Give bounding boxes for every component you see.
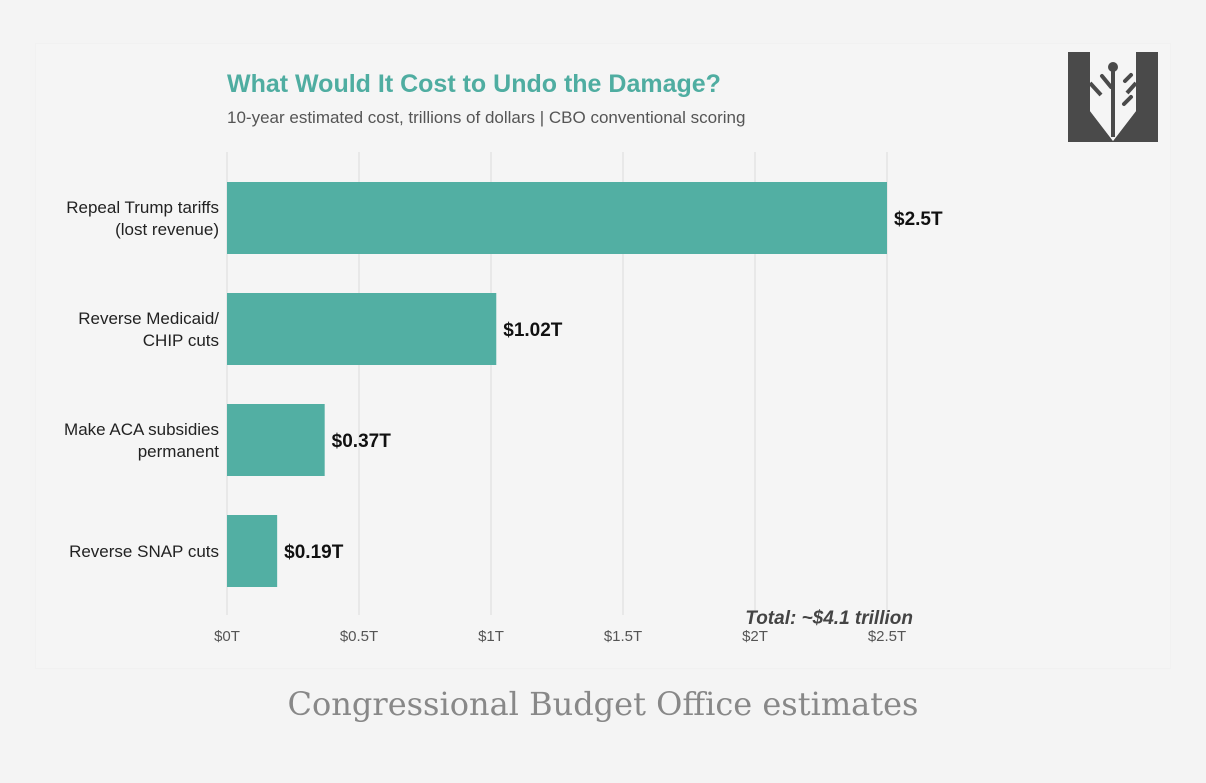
x-tick-label: $1.5T: [604, 628, 642, 645]
value-label: $0.19T: [284, 542, 344, 563]
chart-subtitle: 10-year estimated cost, trillions of dol…: [227, 108, 746, 127]
bar: [227, 293, 497, 365]
value-label: $1.02T: [503, 320, 563, 341]
chart-title: What Would It Cost to Undo the Damage?: [227, 70, 721, 98]
x-tick-label: $1T: [478, 628, 504, 645]
bar: [227, 404, 325, 476]
x-tick-label: $2T: [742, 628, 768, 645]
category-label: CHIP cuts: [143, 331, 219, 350]
x-tick-label: $0.5T: [340, 628, 378, 645]
category-label: Reverse SNAP cuts: [69, 542, 219, 561]
x-tick-label: $2.5T: [868, 628, 906, 645]
chart-panel: [36, 44, 1170, 668]
category-label: permanent: [138, 442, 220, 461]
category-label: Make ACA subsidies: [64, 420, 219, 439]
value-label: $0.37T: [332, 431, 392, 452]
source-caption: Congressional Budget Office estimates: [287, 685, 919, 723]
category-label: (lost revenue): [115, 220, 219, 239]
category-label: Repeal Trump tariffs: [66, 198, 219, 217]
tree-shield-logo-icon: [1068, 52, 1158, 142]
bar: [227, 515, 278, 587]
bar: [227, 182, 887, 254]
value-label: $2.5T: [894, 209, 943, 230]
total-annotation: Total: ~$4.1 trillion: [745, 608, 913, 629]
x-tick-label: $0T: [214, 628, 240, 645]
category-label: Reverse Medicaid/: [78, 309, 219, 328]
